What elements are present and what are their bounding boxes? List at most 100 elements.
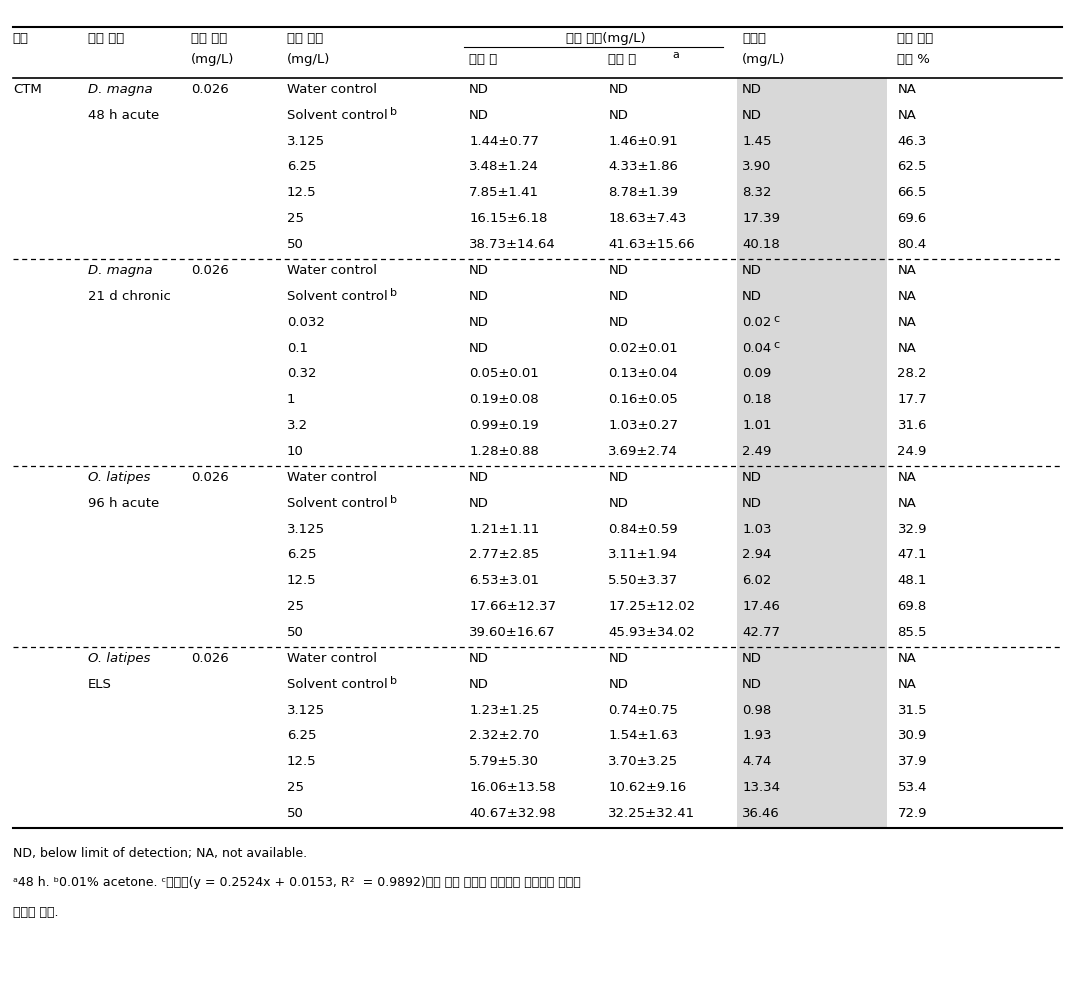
Text: 0.74±0.75: 0.74±0.75 — [608, 703, 678, 716]
Text: 0.05±0.01: 0.05±0.01 — [469, 367, 539, 380]
Text: ND: ND — [742, 263, 763, 277]
Text: NA: NA — [897, 470, 917, 483]
Text: 42.77: 42.77 — [742, 625, 780, 638]
Text: ND: ND — [469, 290, 489, 303]
Text: b: b — [390, 494, 397, 504]
Text: NA: NA — [897, 341, 917, 354]
Text: 설정 농도: 설정 농도 — [287, 32, 323, 44]
Text: 32.25±32.41: 32.25±32.41 — [608, 807, 695, 819]
Text: 10: 10 — [287, 445, 304, 458]
Text: 32.9: 32.9 — [897, 522, 927, 535]
Text: ND: ND — [469, 263, 489, 277]
Text: ND: ND — [608, 290, 629, 303]
Text: 17.46: 17.46 — [742, 599, 780, 612]
Text: 72.9: 72.9 — [897, 807, 927, 819]
Text: NA: NA — [897, 290, 917, 303]
Text: ᵃ48 h. ᵇ0.01% acetone. ᶜ회귀식(y = 0.2524x + 0.0153, R²  = 0.9892)으로 실제 농도를 추정하여 독성: ᵃ48 h. ᵇ0.01% acetone. ᶜ회귀식(y = 0.2524x … — [13, 876, 580, 888]
Text: 17.39: 17.39 — [742, 212, 780, 225]
Text: ND: ND — [469, 316, 489, 328]
Text: NA: NA — [897, 263, 917, 277]
Text: 1.01: 1.01 — [742, 419, 772, 432]
Text: ND: ND — [608, 263, 629, 277]
Text: 48.1: 48.1 — [897, 574, 926, 587]
Text: 6.25: 6.25 — [287, 161, 317, 174]
Text: 5.79±5.30: 5.79±5.30 — [469, 754, 539, 767]
Bar — [737, 259, 887, 466]
Text: ND: ND — [608, 108, 629, 121]
Text: ND: ND — [469, 83, 489, 96]
Text: 16.15±6.18: 16.15±6.18 — [469, 212, 547, 225]
Text: 3.69±2.74: 3.69±2.74 — [608, 445, 678, 458]
Text: 3.48±1.24: 3.48±1.24 — [469, 161, 539, 174]
Text: ND: ND — [469, 341, 489, 354]
Text: NA: NA — [897, 651, 917, 665]
Text: 12.5: 12.5 — [287, 574, 317, 587]
Text: 36.46: 36.46 — [742, 807, 780, 819]
Text: 50: 50 — [287, 625, 304, 638]
Text: (mg/L): (mg/L) — [287, 53, 330, 66]
Text: 설정 농도: 설정 농도 — [897, 32, 934, 44]
Text: 8.78±1.39: 8.78±1.39 — [608, 186, 678, 199]
Text: 25: 25 — [287, 212, 304, 225]
Text: O. latipes: O. latipes — [88, 651, 150, 665]
Text: 1.44±0.77: 1.44±0.77 — [469, 134, 539, 148]
Text: ND, below limit of detection; NA, not available.: ND, below limit of detection; NA, not av… — [13, 846, 307, 859]
Text: ND: ND — [469, 651, 489, 665]
Text: 85.5: 85.5 — [897, 625, 927, 638]
Text: 1.93: 1.93 — [742, 729, 772, 741]
Text: 25: 25 — [287, 780, 304, 794]
Text: 4.33±1.86: 4.33±1.86 — [608, 161, 678, 174]
Text: ND: ND — [742, 496, 763, 509]
Text: c: c — [773, 314, 780, 323]
Text: ND: ND — [469, 470, 489, 483]
Text: 10.62±9.16: 10.62±9.16 — [608, 780, 687, 794]
Text: 28.2: 28.2 — [897, 367, 927, 380]
Text: 3.11±1.94: 3.11±1.94 — [608, 548, 678, 561]
Text: 3.125: 3.125 — [287, 703, 326, 716]
Text: 46.3: 46.3 — [897, 134, 926, 148]
Text: 0.02: 0.02 — [742, 316, 771, 328]
Text: Solvent control: Solvent control — [287, 108, 388, 121]
Text: NA: NA — [897, 83, 917, 96]
Text: 25: 25 — [287, 599, 304, 612]
Text: NA: NA — [897, 108, 917, 121]
Text: c: c — [773, 339, 780, 349]
Text: 53.4: 53.4 — [897, 780, 927, 794]
Text: (mg/L): (mg/L) — [191, 53, 233, 66]
Text: 2.32±2.70: 2.32±2.70 — [469, 729, 539, 741]
Text: 평균값: 평균값 — [742, 32, 766, 44]
Text: 0.026: 0.026 — [191, 470, 228, 483]
Text: ND: ND — [742, 470, 763, 483]
Text: 0.04: 0.04 — [742, 341, 771, 354]
Text: b: b — [390, 106, 397, 116]
Text: 6.25: 6.25 — [287, 548, 317, 561]
Text: 40.18: 40.18 — [742, 238, 780, 250]
Text: 0.026: 0.026 — [191, 651, 228, 665]
Text: ND: ND — [469, 108, 489, 121]
Text: 1.28±0.88: 1.28±0.88 — [469, 445, 539, 458]
Text: ND: ND — [608, 496, 629, 509]
Text: 1.46±0.91: 1.46±0.91 — [608, 134, 678, 148]
Text: (mg/L): (mg/L) — [742, 53, 785, 66]
Text: 0.98: 0.98 — [742, 703, 771, 716]
Text: 노출 전: 노출 전 — [469, 53, 497, 66]
Text: ND: ND — [608, 470, 629, 483]
Text: 6.25: 6.25 — [287, 729, 317, 741]
Text: 0.18: 0.18 — [742, 392, 771, 406]
Text: 해석한 농도.: 해석한 농도. — [13, 905, 58, 918]
Text: 2.77±2.85: 2.77±2.85 — [469, 548, 539, 561]
Text: 0.99±0.19: 0.99±0.19 — [469, 419, 539, 432]
Text: 5.50±3.37: 5.50±3.37 — [608, 574, 678, 587]
Text: 21 d chronic: 21 d chronic — [88, 290, 170, 303]
Text: 1.23±1.25: 1.23±1.25 — [469, 703, 540, 716]
Text: 실측 농도(mg/L): 실측 농도(mg/L) — [565, 32, 646, 44]
Text: ND: ND — [608, 83, 629, 96]
Bar — [737, 466, 887, 647]
Text: NA: NA — [897, 677, 917, 690]
Text: 0.16±0.05: 0.16±0.05 — [608, 392, 678, 406]
Text: Solvent control: Solvent control — [287, 496, 388, 509]
Text: 16.06±13.58: 16.06±13.58 — [469, 780, 556, 794]
Text: 31.5: 31.5 — [897, 703, 927, 716]
Text: 50: 50 — [287, 807, 304, 819]
Text: D. magna: D. magna — [88, 263, 152, 277]
